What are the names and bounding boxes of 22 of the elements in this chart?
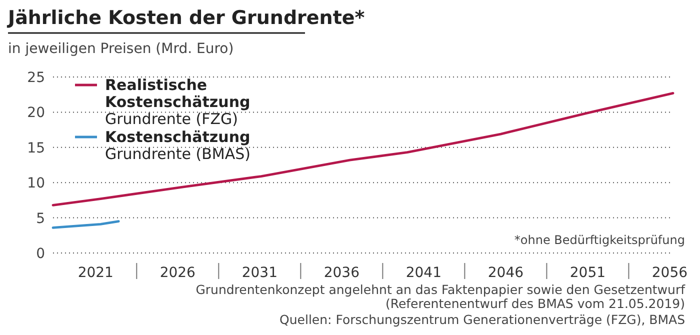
x-tick-label: 2021 — [78, 265, 114, 281]
y-tick-label: 20 — [27, 105, 45, 122]
y-tick-label: 25 — [27, 70, 45, 86]
y-tick-label: 15 — [27, 140, 45, 156]
y-tick-label: 0 — [36, 246, 45, 262]
annotation: *ohne Bedürftigkeitsprüfung — [514, 233, 685, 247]
x-tick-label: 2056 — [652, 265, 688, 281]
chart-subtitle: in jeweiligen Preisen (Mrd. Euro) — [8, 41, 234, 57]
x-tick-label: 2046 — [488, 265, 524, 281]
text: Grundrentenkonzept angelehnt an das Faktenpapier sowie den Gesetzentwurf (Referentenentwurf des BMAS vom 21.05.2019) — [196, 282, 686, 311]
x-tick-label: 2051 — [570, 265, 606, 281]
chart-title: Jährliche Kosten der Grundrente* — [6, 7, 365, 29]
x-tick-label: 2031 — [242, 265, 278, 281]
line-series — [52, 92, 674, 206]
x-tick-label: 2036 — [324, 265, 360, 281]
source-note: Quellen: Forschungszentrum Generationenverträge (FZG), BMAS — [280, 312, 686, 327]
legend-label: Kostenschätzung Grundrente (BMAS) — [105, 128, 250, 163]
legend-label: Realistische Kostenschätzung Grundrente (FZG) — [105, 76, 250, 128]
y-tick-label: 5 — [36, 210, 45, 227]
x-tick-label: 2041 — [406, 265, 442, 281]
x-tick-label: 2026 — [160, 265, 196, 281]
y-tick-label: 10 — [27, 176, 45, 192]
